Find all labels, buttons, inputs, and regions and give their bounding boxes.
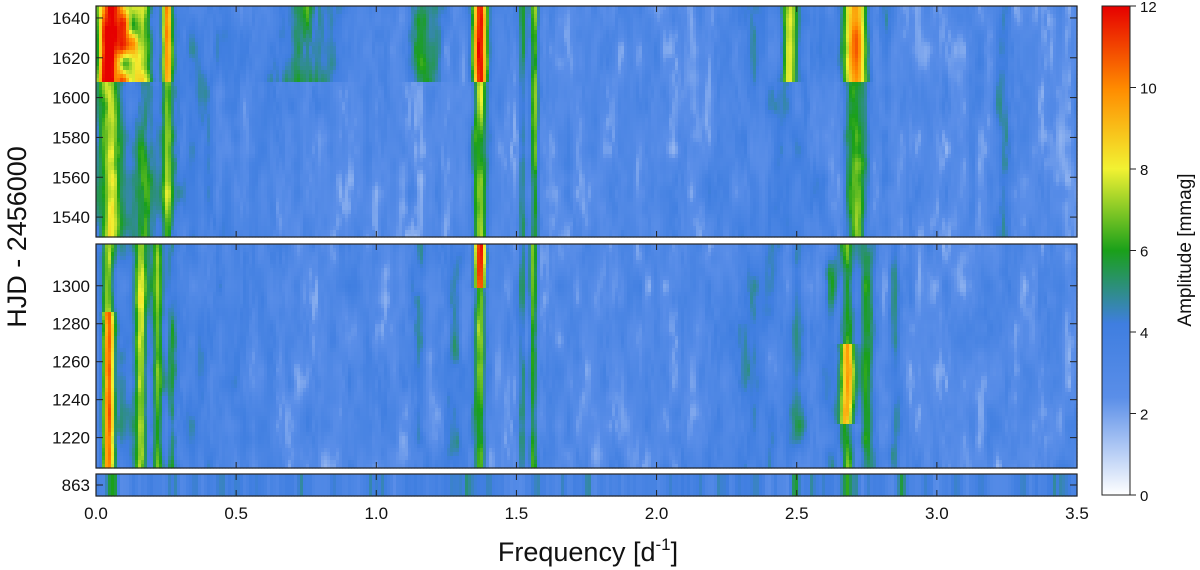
y-tick-label: 863 <box>62 476 90 495</box>
colorbar-tick-label: 6 <box>1140 244 1148 261</box>
heatmap-panel-lower <box>96 474 1078 497</box>
colorbar-tick-label: 8 <box>1140 162 1148 179</box>
colorbar-tick-label: 2 <box>1140 407 1148 424</box>
y-tick-label: 1620 <box>52 49 90 68</box>
y-tick-label: 1280 <box>52 315 90 334</box>
x-axis-title-sup: -1 <box>655 535 670 554</box>
colorbar-tick-label: 10 <box>1140 81 1157 98</box>
colorbar-title: Amplitude [mmag] <box>1175 173 1196 326</box>
x-axis-title: Frequency [d-1] <box>498 535 678 567</box>
y-axis-title: HJD - 2456000 <box>2 146 32 328</box>
y-tick-label: 1220 <box>52 429 90 448</box>
y-tick-label: 1600 <box>52 89 90 108</box>
y-tick-label: 1300 <box>52 277 90 296</box>
x-tick-label: 0.0 <box>84 504 108 523</box>
heatmap-panels <box>96 6 1078 497</box>
x-tick-label: 1.5 <box>505 504 529 523</box>
x-tick-label: 0.5 <box>224 504 248 523</box>
colorbar-tick-label: 4 <box>1140 325 1148 342</box>
y-tick-label: 1260 <box>52 353 90 372</box>
colorbar-tick-label: 12 <box>1140 0 1157 16</box>
x-tick-label: 1.0 <box>364 504 388 523</box>
heatmap-panel-middle <box>96 244 1078 469</box>
x-axis-title-main: Frequency [d <box>498 537 656 567</box>
y-tick-label: 1240 <box>52 391 90 410</box>
y-tick-label: 1640 <box>52 9 90 28</box>
colorbar: 0 2 4 6 8 10 12 <box>1102 0 1157 505</box>
y-tick-label: 1540 <box>52 208 90 227</box>
colorbar-tick-label: 0 <box>1140 488 1148 505</box>
x-axis-title-end: ] <box>671 537 679 567</box>
x-tick-label: 3.5 <box>1065 504 1089 523</box>
heatmap-panel-upper <box>96 6 1078 238</box>
colorbar-gradient <box>1102 6 1130 495</box>
x-tick-label: 2.0 <box>645 504 669 523</box>
x-tick-label: 3.0 <box>925 504 949 523</box>
y-tick-label: 1580 <box>52 128 90 147</box>
y-tick-label: 1560 <box>52 168 90 187</box>
x-tick-label: 2.5 <box>785 504 809 523</box>
